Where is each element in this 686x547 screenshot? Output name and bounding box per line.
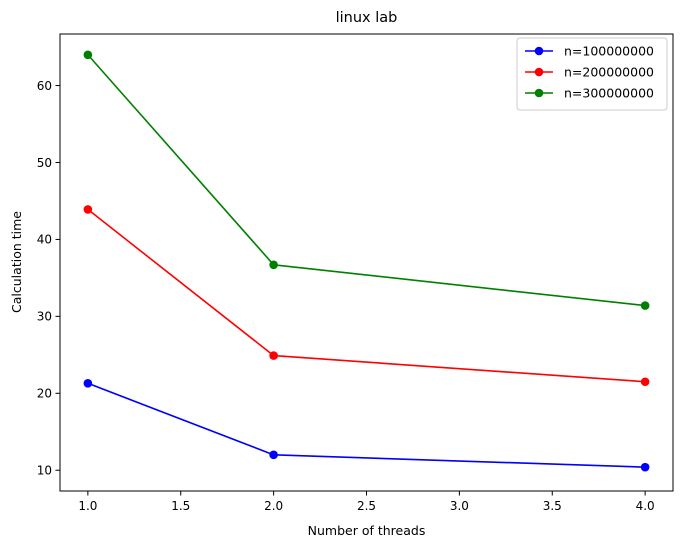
y-tick-label: 20 [37, 387, 52, 401]
legend: n=100000000 n=200000000 n=300000000 [516, 37, 668, 111]
series-layer [83, 50, 650, 472]
data-point-s3-3 [640, 301, 650, 310]
data-point-s3-1 [83, 50, 93, 60]
legend-label-2: n=200000000 [564, 65, 654, 80]
y-tick-label: 60 [37, 79, 52, 93]
y-tick-label: 40 [37, 233, 52, 247]
data-point-s1-3 [640, 462, 650, 472]
legend-box [516, 37, 668, 111]
data-point-s2-1 [83, 205, 93, 214]
legend-marker-1 [534, 46, 544, 56]
data-point-s1-2 [269, 450, 278, 460]
y-axis-label: Calculation time [9, 211, 24, 313]
data-point-s2-3 [640, 377, 650, 387]
chart-title: linux lab [336, 10, 398, 26]
x-axis-label: Number of threads [308, 523, 426, 538]
data-point-s1-1 [83, 378, 93, 388]
x-tick-label: 3.5 [543, 499, 562, 513]
x-tick-label: 3.0 [450, 499, 469, 513]
data-point-s3-2 [269, 260, 278, 270]
y-tick-label: 10 [37, 464, 52, 478]
y-tick-label: 30 [37, 310, 52, 324]
legend-label-3: n=300000000 [564, 86, 654, 101]
x-tick-label: 2.5 [357, 499, 376, 513]
x-tick-label: 1.5 [171, 499, 190, 513]
axes: 1.0 1.5 2.0 2.5 3.0 3.5 4.0 10 20 30 40 50 60 [37, 33, 674, 513]
x-tick-label: 2.0 [264, 499, 283, 513]
x-tick-label: 1.0 [78, 499, 97, 513]
legend-marker-3 [534, 88, 544, 98]
legend-label-1: n=100000000 [564, 44, 654, 59]
legend-marker-2 [534, 67, 544, 77]
data-point-s2-2 [269, 351, 278, 360]
y-tick-label: 50 [37, 156, 52, 170]
x-tick-label: 4.0 [636, 499, 655, 513]
